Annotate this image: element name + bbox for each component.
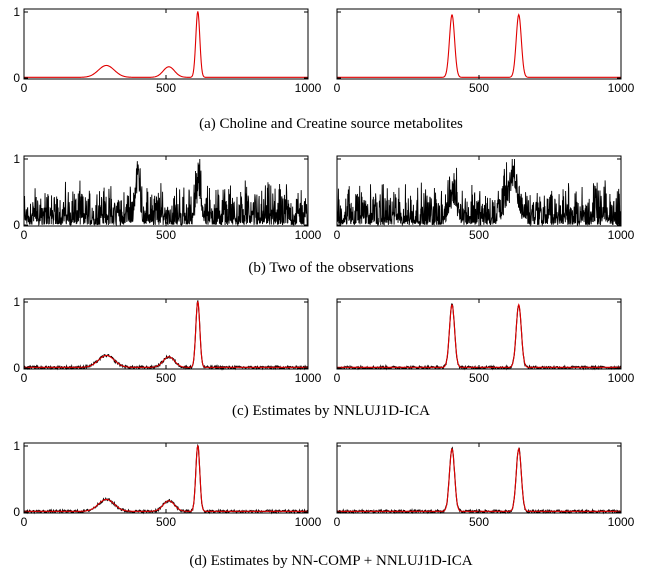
series-line-source bbox=[337, 303, 621, 368]
panel-a-left: 0 500 1000 0 1 bbox=[13, 5, 321, 95]
x-tick-label: 0 bbox=[21, 515, 28, 529]
x-tick-label: 0 bbox=[21, 81, 28, 95]
x-tick-label: 1000 bbox=[295, 81, 322, 95]
x-tick-label: 0 bbox=[334, 81, 341, 95]
series-line-source bbox=[24, 301, 308, 368]
series-line-observation bbox=[23, 158, 309, 227]
y-tick-label: 1 bbox=[13, 295, 20, 309]
x-tick-label: 1000 bbox=[295, 371, 322, 385]
x-tick-label: 1000 bbox=[608, 515, 635, 529]
y-tick-label: 1 bbox=[13, 439, 20, 453]
x-tick-label: 1000 bbox=[295, 228, 322, 242]
x-tick-label: 0 bbox=[21, 371, 28, 385]
x-tick-label: 1000 bbox=[608, 228, 635, 242]
x-tick-label: 500 bbox=[156, 371, 176, 385]
plot-frame bbox=[336, 298, 622, 370]
caption-b: (b) Two of the observations bbox=[248, 260, 414, 276]
panel-d-left: 0 500 1000 0 1 bbox=[13, 439, 321, 529]
series-line-observation bbox=[336, 158, 622, 227]
panel-c-left: 0 500 1000 0 1 bbox=[13, 295, 321, 385]
y-tick-label: 0 bbox=[13, 361, 20, 375]
caption-a: (a) Choline and Creatine source metaboli… bbox=[199, 116, 463, 132]
x-tick-label: 0 bbox=[334, 371, 341, 385]
x-tick-label: 500 bbox=[469, 228, 489, 242]
x-tick-label: 500 bbox=[469, 81, 489, 95]
x-tick-label: 1000 bbox=[295, 515, 322, 529]
x-tick-label: 500 bbox=[469, 515, 489, 529]
caption-d: (d) Estimates by NN-COMP + NNLUJ1D-ICA bbox=[189, 553, 473, 569]
x-tick-label: 1000 bbox=[608, 81, 635, 95]
y-tick-label: 0 bbox=[13, 505, 20, 519]
x-tick-label: 500 bbox=[469, 371, 489, 385]
panel-a-right: 0 500 1000 bbox=[334, 8, 635, 95]
x-tick-label: 500 bbox=[156, 81, 176, 95]
panel-b-right: 0 500 1000 bbox=[334, 155, 635, 242]
x-tick-label: 0 bbox=[334, 515, 341, 529]
series-line-source bbox=[337, 447, 621, 512]
x-tick-label: 500 bbox=[156, 228, 176, 242]
y-tick-label: 0 bbox=[13, 71, 20, 85]
x-tick-label: 0 bbox=[21, 228, 28, 242]
caption-c: (c) Estimates by NNLUJ1D-ICA bbox=[232, 403, 430, 419]
series-line-estimate bbox=[336, 303, 622, 371]
panel-c-right: 0 500 1000 bbox=[334, 298, 635, 385]
y-tick-label: 1 bbox=[13, 5, 20, 19]
y-tick-label: 0 bbox=[13, 218, 20, 232]
plot-frame bbox=[336, 8, 622, 80]
y-tick-label: 1 bbox=[13, 152, 20, 166]
x-tick-label: 1000 bbox=[608, 371, 635, 385]
series-line-source bbox=[24, 445, 308, 512]
panel-d-right: 0 500 1000 bbox=[334, 442, 635, 529]
series-line-source bbox=[337, 13, 621, 78]
x-tick-label: 500 bbox=[156, 515, 176, 529]
series-line-estimate bbox=[336, 446, 622, 515]
plot-frame bbox=[336, 442, 622, 514]
panel-b-left: 0 500 1000 0 1 bbox=[13, 152, 321, 242]
x-tick-label: 0 bbox=[334, 228, 341, 242]
series-line-source bbox=[24, 11, 308, 78]
